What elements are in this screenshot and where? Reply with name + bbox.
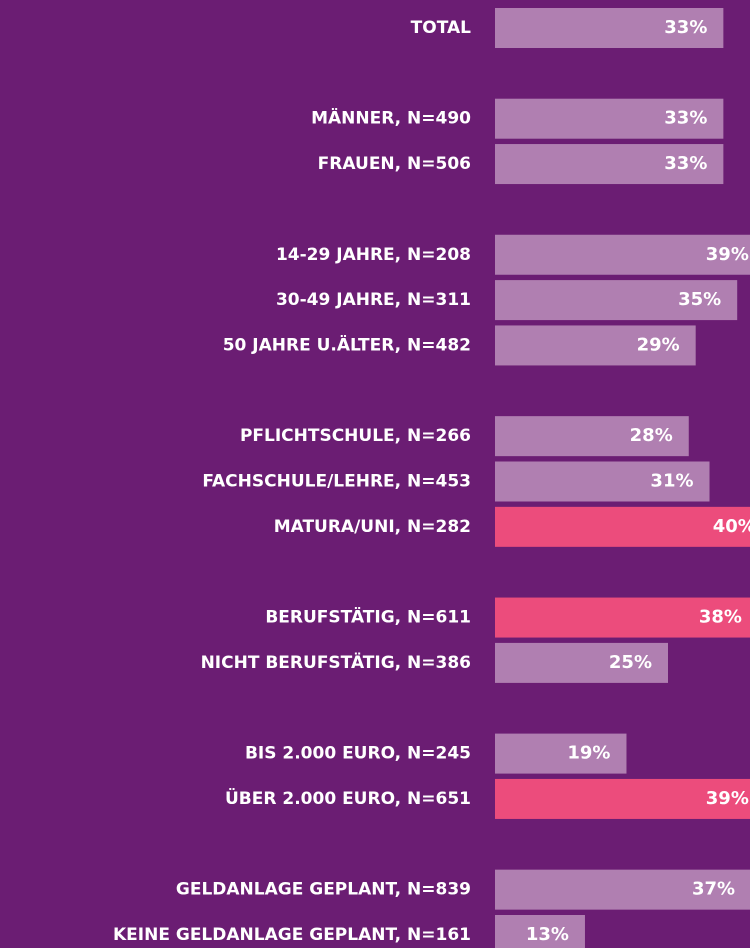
value-label: 33% xyxy=(664,17,707,38)
category-label: FRAUEN, N=506 xyxy=(318,154,471,174)
bar xyxy=(495,506,750,547)
bar xyxy=(495,869,750,910)
value-label: 33% xyxy=(664,108,707,129)
category-label: BERUFSTÄTIG, N=611 xyxy=(265,606,471,628)
category-label: BIS 2.000 EURO, N=245 xyxy=(245,744,471,764)
value-label: 33% xyxy=(664,153,707,174)
value-label: 29% xyxy=(637,334,680,355)
category-label: MATURA/UNI, N=282 xyxy=(274,517,471,537)
bar xyxy=(495,144,724,185)
value-label: 37% xyxy=(692,879,735,900)
category-label: KEINE GELDANLAGE GEPLANT, N=161 xyxy=(113,925,471,945)
bar xyxy=(495,325,696,366)
category-label: TOTAL xyxy=(411,18,471,38)
bar xyxy=(495,778,750,819)
value-label: 13% xyxy=(526,924,569,945)
bar xyxy=(495,98,724,139)
value-label: 25% xyxy=(609,652,652,673)
value-label: 28% xyxy=(630,425,673,446)
value-label: 39% xyxy=(706,244,749,265)
value-label: 38% xyxy=(699,607,742,628)
bar xyxy=(495,642,668,683)
bar xyxy=(495,416,689,457)
bar xyxy=(495,280,738,321)
category-label: MÄNNER, N=490 xyxy=(311,107,471,129)
bar xyxy=(495,234,750,275)
bar xyxy=(495,461,710,502)
category-label: 50 JAHRE U.ÄLTER, N=482 xyxy=(223,333,471,355)
category-label: FACHSCHULE/LEHRE, N=453 xyxy=(202,472,471,492)
value-label: 40% xyxy=(713,516,750,537)
value-label: 19% xyxy=(567,743,610,764)
value-label: 35% xyxy=(678,289,721,310)
category-label: PFLICHTSCHULE, N=266 xyxy=(240,426,471,446)
category-label: NICHT BERUFSTÄTIG, N=386 xyxy=(201,651,471,673)
bar xyxy=(495,915,585,948)
value-label: 39% xyxy=(706,788,749,809)
category-label: 14-29 JAHRE, N=208 xyxy=(276,245,471,265)
bar xyxy=(495,733,627,774)
bar xyxy=(495,597,750,638)
category-label: GELDANLAGE GEPLANT, N=839 xyxy=(176,880,471,900)
value-label: 31% xyxy=(650,471,693,492)
bar xyxy=(495,8,724,48)
category-label: 30-49 JAHRE, N=311 xyxy=(276,290,471,310)
category-label: ÜBER 2.000 EURO, N=651 xyxy=(225,787,471,809)
